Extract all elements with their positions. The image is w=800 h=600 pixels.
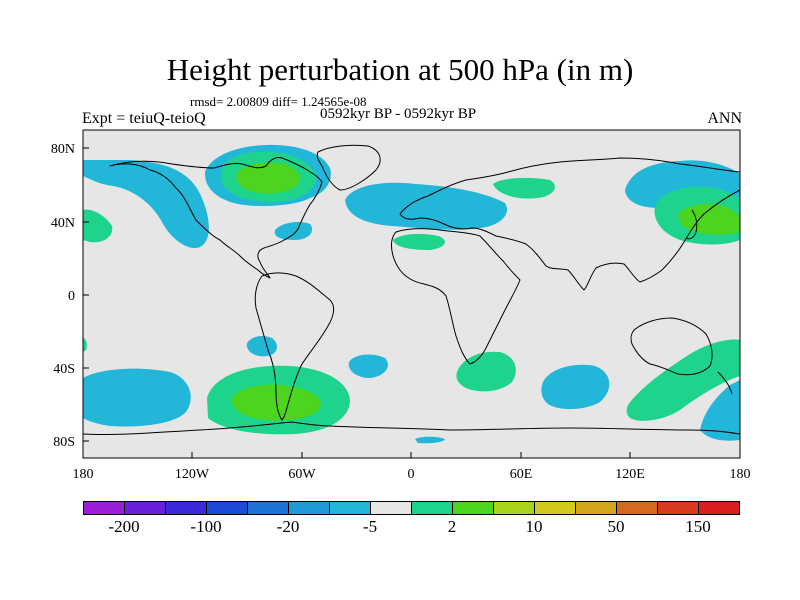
lat-label-0: 0: [68, 289, 75, 304]
coastline-south-america: [254, 272, 335, 421]
colorbar-box: [207, 502, 248, 514]
colorbar-label: 10: [525, 517, 543, 536]
colorbar-box: [535, 502, 576, 514]
colorbar-label: -20: [276, 517, 300, 536]
coastline-africa: [391, 228, 521, 365]
colorbar-box: [699, 502, 739, 514]
negative-anomaly-west-atlantic: [274, 222, 313, 240]
negative-anomaly-indian-ocean: [541, 364, 610, 410]
coastline-greenland: [316, 144, 381, 191]
coastlines: [82, 144, 741, 436]
negative-anomaly-south-atlantic: [348, 354, 388, 378]
colorbar-label: 150: [685, 517, 711, 536]
colorbar: [83, 501, 740, 515]
negative-anomaly-south-america-east: [246, 335, 277, 357]
lon-label-180w: 180: [73, 467, 94, 482]
colorbar-label: 50: [607, 517, 625, 536]
positive-anomaly-southwest-pacific-edge: [83, 338, 87, 352]
colorbar-box: [412, 502, 453, 514]
colorbar-box: [658, 502, 699, 514]
colorbar-label: 2: [447, 517, 457, 536]
lat-label-40s: 40S: [53, 362, 75, 377]
stats-subtitle: rmsd= 2.00809 diff= 1.24565e-08: [190, 94, 367, 109]
colorbar-box: [248, 502, 289, 514]
colorbar-box: [125, 502, 166, 514]
coastline-australia: [630, 317, 713, 376]
lat-label-80s: 80S: [53, 435, 75, 450]
coastline-europe-asia: [399, 157, 741, 291]
lon-label-180e: 180: [730, 467, 751, 482]
chart-title: Height perturbation at 500 hPa (in m): [166, 52, 634, 87]
lat-ticks: [83, 147, 89, 442]
negative-anomaly-north-pacific: [83, 160, 209, 249]
negative-anomaly-north-atlantic: [345, 182, 508, 230]
colorbar-box: [494, 502, 535, 514]
negative-anomaly-south-pacific: [83, 368, 191, 427]
colorbar-box: [166, 502, 207, 514]
season-label: ANN: [707, 110, 742, 127]
lat-label-80n: 80N: [51, 142, 75, 157]
colorbar-box: [330, 502, 371, 514]
negative-anomaly-east-pacific-south: [700, 380, 740, 441]
colorbar-box: [84, 502, 125, 514]
experiment-label: Expt = teiuQ-teioQ: [82, 110, 206, 127]
colorbar-label: -200: [108, 517, 140, 536]
lat-label-40n: 40N: [51, 216, 75, 231]
positive-anomaly-west-pacific-edge: [83, 209, 113, 243]
colorbar-box: [289, 502, 330, 514]
colorbar-label: -100: [190, 517, 222, 536]
period-label: 0592kyr BP - 0592kyr BP: [320, 106, 477, 122]
lon-labels: 180 120W 60W 0 60E 120E 180: [73, 467, 751, 482]
lon-ticks: [82, 452, 741, 458]
colorbar-label: -5: [362, 517, 378, 536]
anomaly-field: [83, 144, 740, 444]
coastline-north-america: [109, 157, 323, 279]
lon-label-0: 0: [408, 467, 415, 482]
negative-anomaly-antarctic-small: [415, 436, 445, 444]
colorbar-box: [371, 502, 412, 514]
lon-label-120w: 120W: [175, 467, 210, 482]
positive-anomaly-north-atlantic: [493, 177, 555, 199]
colorbar-box: [453, 502, 494, 514]
lat-labels: 80N 40N 0 40S 80S: [51, 142, 75, 450]
lon-label-60e: 60E: [510, 467, 533, 482]
coastline-antarctica: [82, 421, 741, 436]
lon-label-120e: 120E: [615, 467, 645, 482]
colorbar-box: [576, 502, 617, 514]
positive-anomaly-central-atlantic: [393, 233, 445, 250]
lon-label-60w: 60W: [288, 467, 316, 482]
colorbar-box: [617, 502, 658, 514]
positive-anomaly-canada-core: [236, 162, 300, 194]
coastline-new-zealand: [717, 371, 733, 395]
coastline-japan: [685, 209, 698, 240]
positive-anomaly-south-africa: [456, 351, 516, 392]
